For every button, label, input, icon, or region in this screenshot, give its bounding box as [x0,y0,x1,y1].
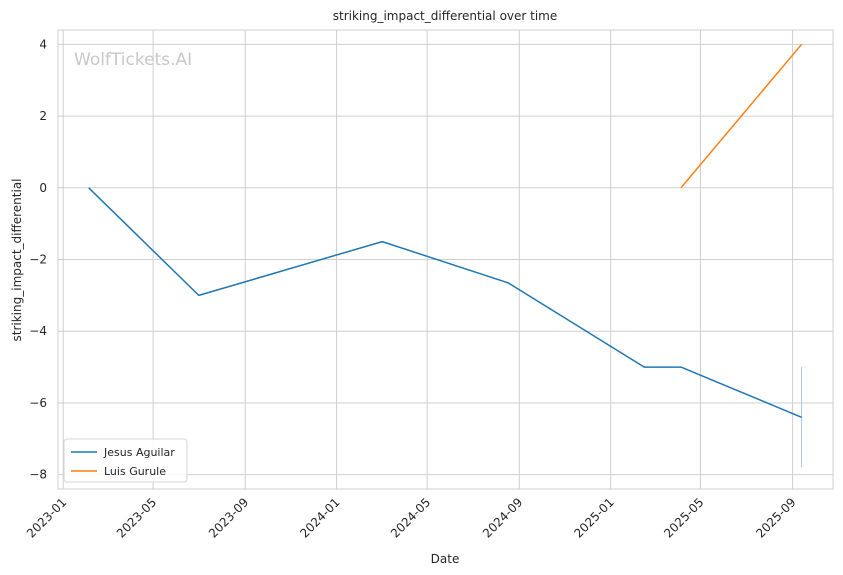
x-tick-label: 2025-05 [661,495,706,540]
y-tick-label: 4 [39,37,47,51]
y-tick-label: 0 [39,181,47,195]
watermark: WolfTickets.AI [74,50,192,70]
x-tick-label: 2024-09 [480,495,525,540]
y-tick-label: −2 [29,253,47,267]
y-tick-label: 2 [39,109,47,123]
series-line-luis-gurule [680,43,803,189]
x-tick-label: 2023-09 [206,495,251,540]
x-axis-title: Date [431,552,460,566]
x-tick-label: 2023-05 [114,495,159,540]
plot-frame [57,29,834,490]
grid [58,30,833,489]
x-tick-label: 2025-09 [753,495,798,540]
legend-label: Luis Gurule [104,465,166,478]
y-tick-label: −8 [29,468,47,482]
x-tick-labels: 2023-01 2023-05 2023-09 2024-01 2024-05 2024-… [24,495,799,540]
x-tick-label: 2025-01 [571,495,616,540]
x-tick-label: 2024-05 [388,495,433,540]
legend-label: Jesus Aguilar [103,446,175,459]
x-tick-label: 2023-01 [24,495,69,540]
axes [57,29,834,490]
series-line-jesus-aguilar [88,187,802,418]
y-tick-label: −4 [29,324,47,338]
y-axis-title: striking_impact_differential [10,178,24,341]
x-tick-label: 2024-01 [297,495,342,540]
legend: Jesus Aguilar Luis Gurule [63,438,188,483]
chart-title: striking_impact_differential over time [333,9,558,23]
series-layer [88,43,803,468]
y-tick-labels: 4 2 0 −2 −4 −6 −8 [29,37,47,481]
y-tick-label: −6 [29,396,47,410]
